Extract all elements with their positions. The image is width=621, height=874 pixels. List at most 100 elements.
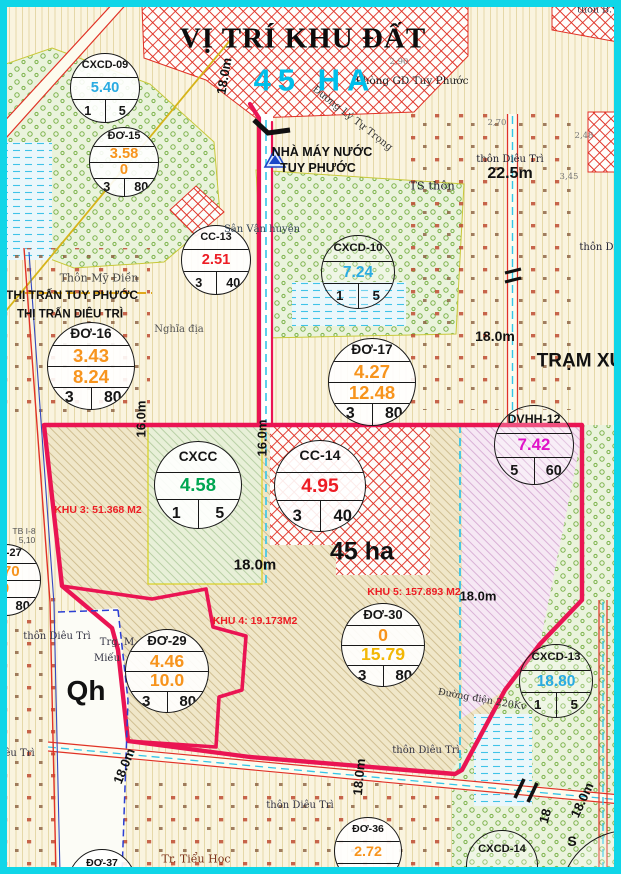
parcel-value: 0 <box>90 161 158 178</box>
parcel-badge-DVHH-12: DVHH-12 7.42 5 60 <box>494 405 574 485</box>
parcel-code: ĐƠ-30 <box>363 607 403 623</box>
label-qh: Qh <box>66 675 106 706</box>
parcel-badge-CC-13: CC-13 2.51 3 40 <box>181 225 251 295</box>
parcel-ratio-cell: 1 <box>171 504 181 522</box>
parcel-value: 4.46 <box>126 651 208 671</box>
road-break-mark-top <box>504 267 522 284</box>
parcel-ratio-cell: 5 <box>555 693 593 717</box>
label-thon-my-dien: Thôn Mỹ Điền <box>59 271 139 285</box>
label-thon-dieu-tri-bottom: thôn Diêu Trì <box>266 800 334 811</box>
road-elbow-mark <box>252 118 291 136</box>
dim-bottom-18m: 18.0m <box>349 757 369 797</box>
parcel-code: ĐƠ-17 <box>351 342 393 358</box>
symbols-layer <box>252 118 539 803</box>
parcel-value: 4.27 <box>329 361 415 382</box>
label-mieu: Miếu <box>93 653 121 664</box>
parcel-ratio-cell: 3 <box>292 505 302 525</box>
parcel-code: ĐƠ-36 <box>352 823 384 836</box>
dim-khu5-18m: 18.0m <box>459 588 497 604</box>
map-title: VỊ TRÍ KHU ĐẤT <box>179 22 427 55</box>
label-thon-dieu-tri-w: thôn Diêu Trì <box>23 631 91 642</box>
parcel-code: CXCD-09 <box>81 59 129 72</box>
parcel-ratio-cell: 3 <box>195 275 203 290</box>
label-tram-xu: TRẠM XỬ <box>536 350 621 372</box>
parcel-value: 10.0 <box>126 670 208 691</box>
site-boundary <box>41 101 585 777</box>
parcel-ratio-cell: 1 <box>336 288 344 304</box>
parcel-ratio-cell: 40 <box>215 271 251 294</box>
parcel-value: 18.80 <box>520 669 592 693</box>
label-thi-tran-dieu-tri: THỊ TRẤN DIÊU TRÌ <box>16 308 124 321</box>
parcel-ratio-cell: 5 <box>104 99 140 122</box>
label-khu-3: KHU 3: 51.368 M2 <box>54 503 142 516</box>
dim-right-18m: 18.0m <box>475 328 515 344</box>
parcel-ratio-cell: 40 <box>319 501 366 531</box>
parcel-badge-ĐƠ-30: ĐƠ-30 0 15.79 3 80 <box>341 603 425 687</box>
parcel-ratio-cell: 3 <box>64 389 74 407</box>
parcel-badge-ĐƠ-16: ĐƠ-16 3.43 8.24 3 80 <box>47 322 135 410</box>
label-thi-tran-tuy-phuoc: THỊ TRẤN TUY PHƯỚC <box>6 288 138 302</box>
parcel-value: 0.42 <box>335 862 401 874</box>
elev-2-90: 2,90 <box>389 56 409 67</box>
parcel-value: 12.48 <box>329 381 415 403</box>
parcel-ratio-cell: 5 <box>197 499 242 528</box>
parcel-badge-CXCD-10: CXCD-10 7.24 1 5 <box>321 235 395 309</box>
parcel-badge-ĐƠ-29: ĐƠ-29 4.46 10.0 3 80 <box>125 629 209 713</box>
elev-2-48: 2,48 <box>574 130 594 141</box>
dim-16m-left: 16.0m <box>133 400 149 438</box>
elev-2-70: 2,70 <box>487 117 507 128</box>
label-thon-bv: thôn B.V <box>577 4 619 16</box>
dim-16m-mid: 16.0m <box>254 419 270 457</box>
label-thon-dieu-tri-s: thôn Diêu Trì <box>392 745 460 756</box>
elev-3-45: 3,45 <box>559 171 579 182</box>
label-dieu-tri-sw: Diêu Trì <box>0 748 35 759</box>
parcel-badge-ĐƠ-17: ĐƠ-17 4.27 12.48 3 80 <box>328 338 416 426</box>
parcel-code: CC-14 <box>299 448 341 465</box>
road-break-mark-bottom <box>513 778 539 803</box>
dim-22-5m: 22.5m <box>487 165 533 182</box>
parcel-value: 2.72 <box>335 841 401 862</box>
parcel-ratio-cell: 3 <box>345 405 355 423</box>
label-nha-may-nuoc-1: NHÀ MÁY NƯỚC <box>271 144 373 159</box>
parcel-value: 15.79 <box>342 644 424 665</box>
label-san-van-huyen: Sân Vận huyện <box>223 224 301 235</box>
label-ts-thon: TS thôn <box>409 178 455 193</box>
parcel-code: ĐƠ-16 <box>70 326 112 342</box>
qh-boundary <box>57 609 129 874</box>
parcel-ratio-cell: 1 <box>534 697 542 713</box>
dim-se2-18: 18 <box>535 807 555 825</box>
parcel-value: 5.40 <box>71 77 139 98</box>
parcel-ratio-cell: 5 <box>357 284 395 308</box>
parcel-badge-CXCD-13: CXCD-13 18.80 1 5 <box>519 644 593 718</box>
parcel-badge-CXCD-14: CXCD-14 4.29 <box>466 830 538 874</box>
parcel-value: 0.70 <box>0 563 40 580</box>
parcel-ratio-cell: 1 <box>84 103 92 118</box>
label-tb-i8: TB I-8 <box>12 525 36 536</box>
label-tb-i8-elev: 5,10 <box>18 534 36 545</box>
parcel-value: 3.43 <box>48 345 134 366</box>
parcel-value: 4.58 <box>155 471 241 499</box>
label-nghia-dia: Nghĩa địa <box>154 324 204 335</box>
label-phong-gd-tuy-phuoc: Phòng GD Tuy Phước <box>355 74 469 87</box>
label-nha-may-nuoc-2: TUY PHƯỚC <box>280 160 356 175</box>
label-tr-tieu-hoc: Tr. Tiểu Học <box>161 852 231 866</box>
parcel-ratio: 3 40 <box>275 500 365 531</box>
parcel-code: ĐƠ-15 <box>107 130 141 143</box>
label-trg-m: Trg. M <box>99 637 135 648</box>
parcel-ratio: 5 60 <box>495 457 573 484</box>
parcel-ratio-cell: 60 <box>533 458 574 484</box>
map-area-subtitle: 45 HA <box>253 62 377 98</box>
parcel-code: DVHH-12 <box>507 412 561 427</box>
label-s-parcel: S <box>567 833 577 849</box>
label-45-ha: 45 ha <box>330 537 394 566</box>
parcel-badge-CC-14: CC-14 4.95 3 40 <box>274 440 366 532</box>
parcel-code: ĐƠ-29 <box>147 633 187 649</box>
parcel-badge-ĐƠ-15: ĐƠ-15 3.58 0 3 80 <box>89 127 159 197</box>
parcel-ratio-cell: 3 <box>103 180 111 195</box>
parcel-value: 7.24 <box>322 260 394 284</box>
